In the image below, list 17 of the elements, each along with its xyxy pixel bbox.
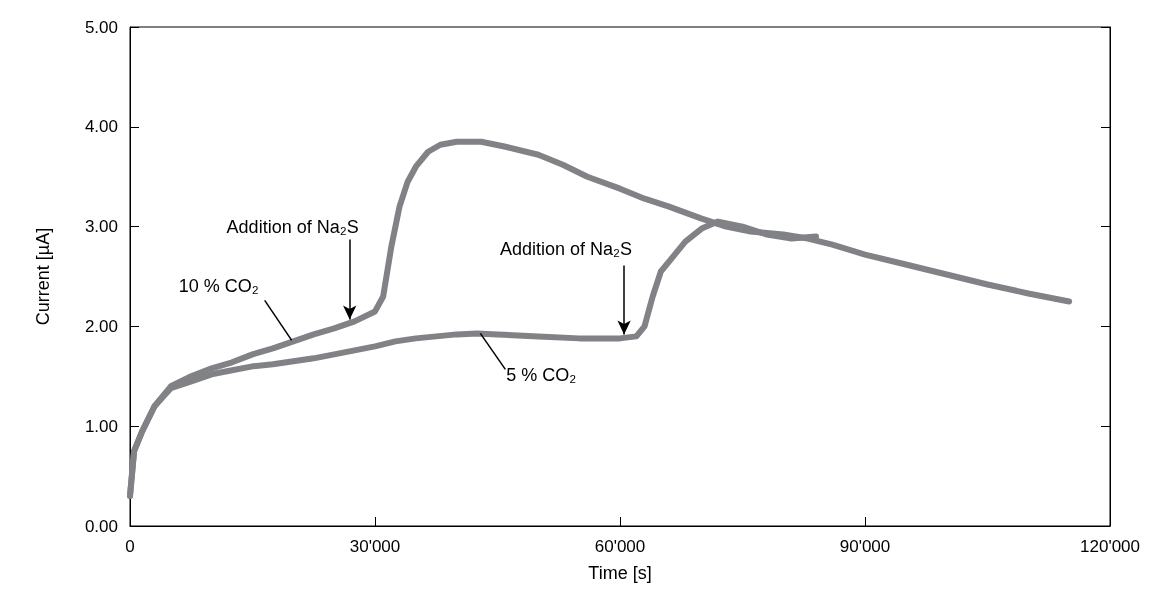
y-tick-label: 2.00 — [84, 316, 118, 336]
x-tick-label: 30'000 — [349, 537, 401, 556]
x-tick-label: 0 — [125, 537, 135, 556]
x-tick-label: 120'000 — [1080, 537, 1141, 556]
y-tick-label: 4.00 — [84, 117, 118, 137]
y-tick-label: 0.00 — [84, 516, 118, 536]
x-axis-title: Time [s] — [588, 563, 652, 583]
annotation: Addition of Na₂S — [500, 239, 633, 260]
annotation: 10 % CO₂ — [178, 276, 259, 297]
y-tick-label: 1.00 — [84, 416, 118, 436]
y-tick-label: 3.00 — [84, 217, 118, 237]
x-tick-label: 90'000 — [839, 537, 891, 556]
y-tick-label: 5.00 — [84, 17, 118, 37]
y-axis-title: Current [µA] — [33, 227, 53, 326]
annotation: 5 % CO₂ — [506, 365, 577, 386]
annotation: Addition of Na₂S — [226, 217, 359, 238]
x-tick-label: 60'000 — [594, 537, 646, 556]
